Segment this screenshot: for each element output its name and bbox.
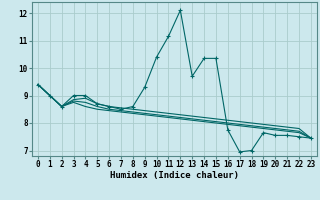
X-axis label: Humidex (Indice chaleur): Humidex (Indice chaleur) (110, 171, 239, 180)
